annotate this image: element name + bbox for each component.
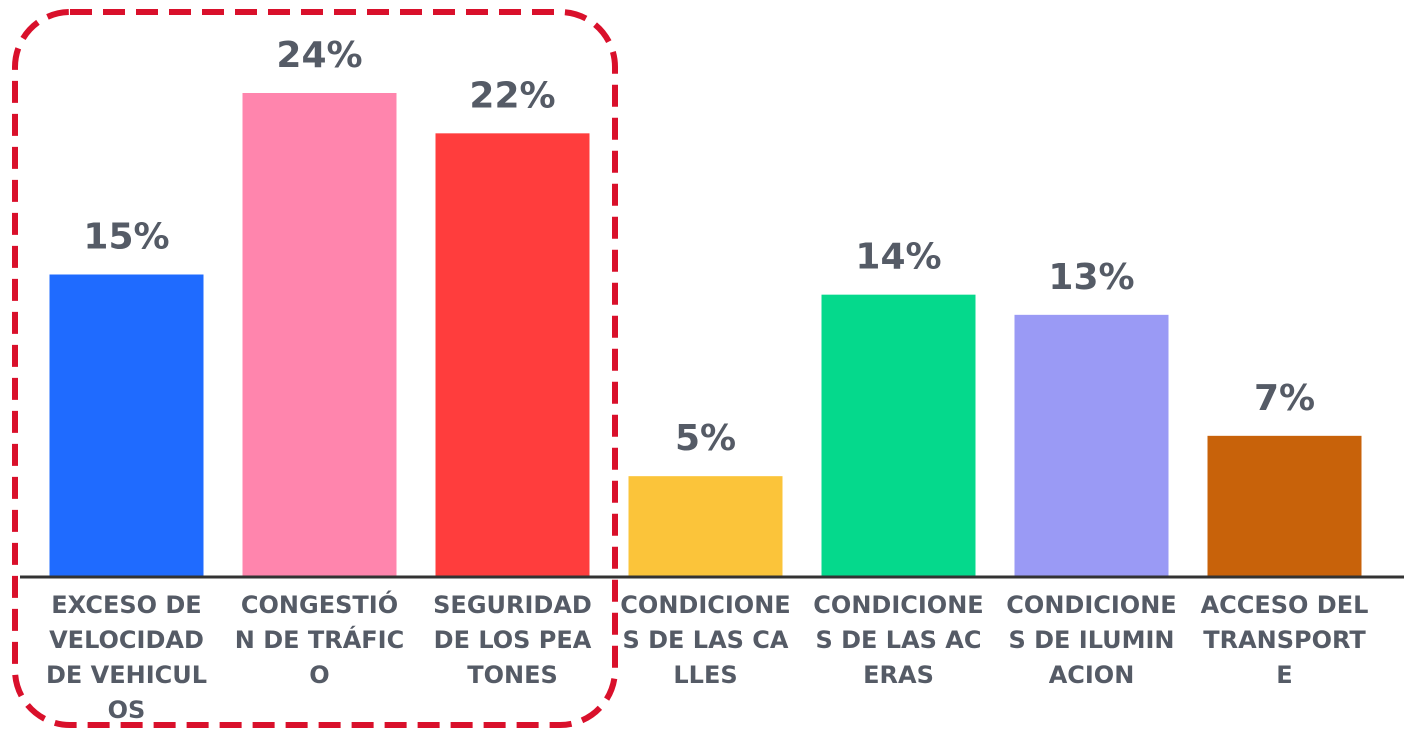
x-tick-label: CONGESTIÓN DE TRÁFICO bbox=[234, 591, 405, 689]
bar bbox=[49, 274, 204, 577]
value-label: 7% bbox=[1254, 378, 1315, 419]
value-label: 13% bbox=[1048, 257, 1134, 298]
bar bbox=[821, 294, 976, 577]
x-tick-label: CONDICIONES DE LAS CALLES bbox=[620, 591, 791, 689]
x-tick-label: CONDICIONES DE LAS ACERAS bbox=[813, 591, 984, 689]
value-label: 24% bbox=[276, 35, 362, 76]
bar bbox=[435, 133, 590, 578]
value-label: 14% bbox=[855, 237, 941, 278]
bar bbox=[1207, 435, 1362, 577]
x-tick-label: CONDICIONES DE ILUMINACION bbox=[1006, 591, 1177, 689]
bar bbox=[242, 93, 397, 577]
bar bbox=[1014, 314, 1169, 577]
value-label: 22% bbox=[469, 75, 555, 116]
x-tick-label: EXCESO DE VELOCIDAD DE VEHICULOS bbox=[45, 591, 208, 724]
x-tick-label: SEGURIDAD DE LOS PEATONES bbox=[433, 591, 592, 689]
x-tick-label: ACCESO DEL TRANSPORTE bbox=[1200, 591, 1369, 689]
value-label: 5% bbox=[675, 418, 736, 459]
bar bbox=[628, 476, 783, 577]
value-label: 15% bbox=[83, 217, 169, 258]
